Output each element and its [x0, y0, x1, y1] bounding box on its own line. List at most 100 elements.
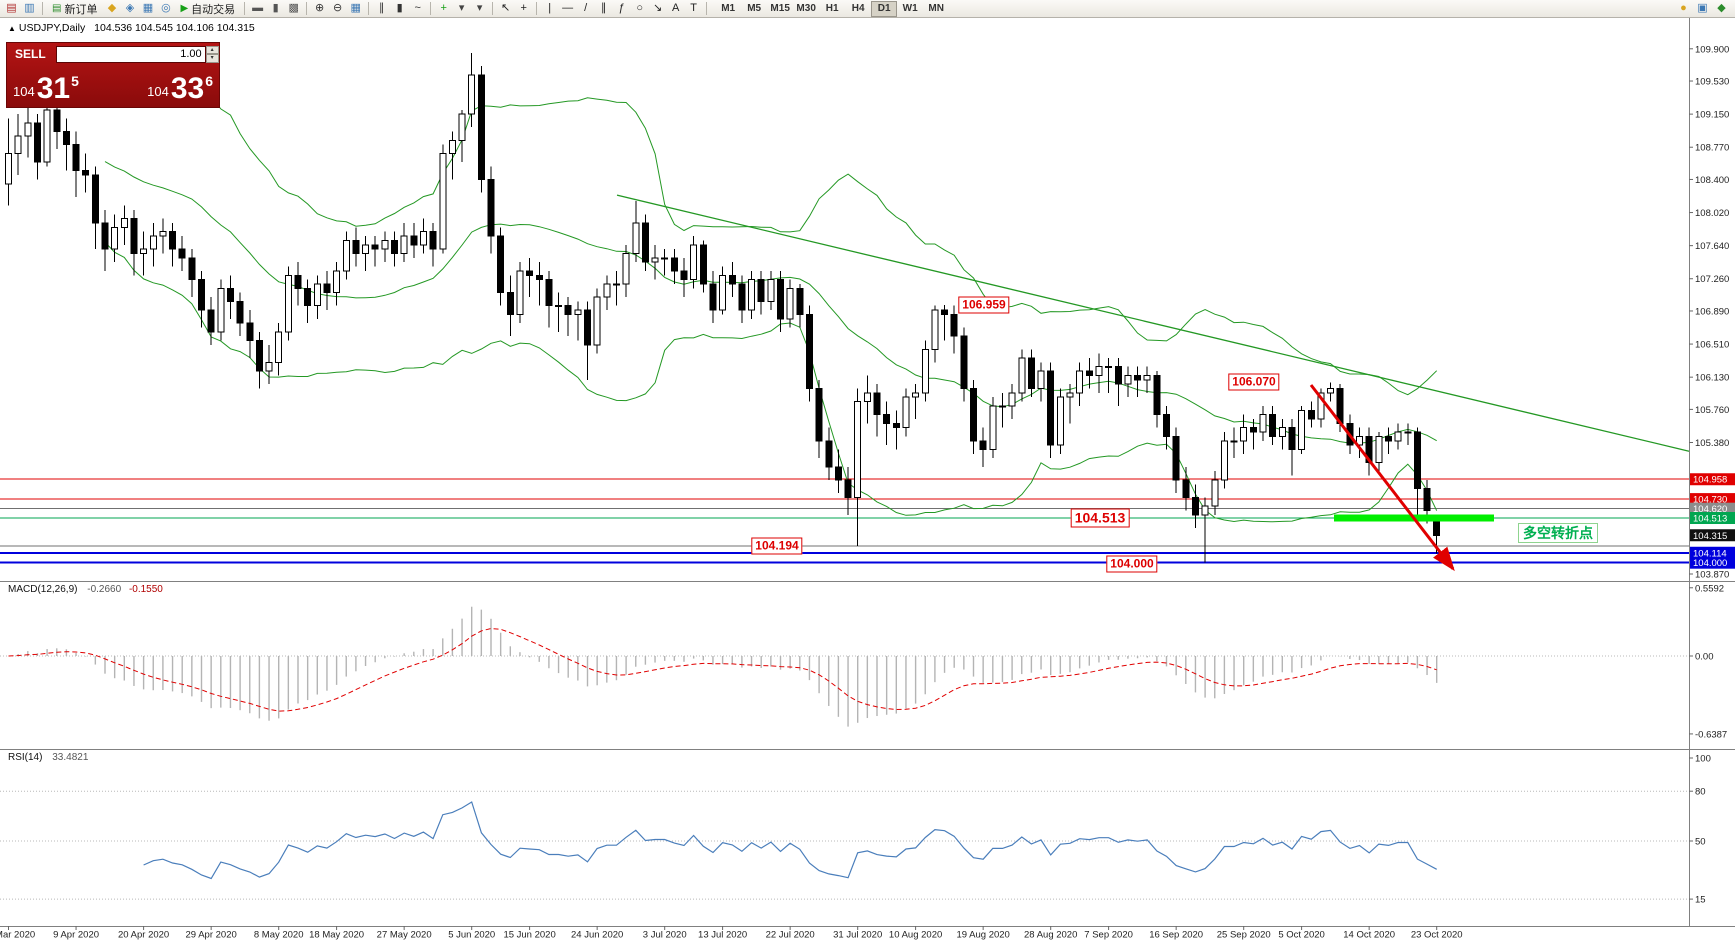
svg-text:31 Jul 2020: 31 Jul 2020 — [833, 930, 882, 941]
svg-text:108.770: 108.770 — [1695, 143, 1729, 154]
crosshair-icon[interactable]: + — [520, 2, 527, 14]
tile-vertical-icon[interactable]: ▮ — [272, 2, 279, 14]
symbol-marker-icon: ▲ — [8, 24, 16, 33]
date-axis[interactable]: 31 Mar 2020 9 Apr 2020 20 Apr 2020 29 Apr 2… — [0, 926, 1463, 941]
text-label-icon[interactable]: T — [690, 2, 698, 14]
vertical-line-icon[interactable]: | — [548, 2, 552, 14]
price-tag-104.730 — [1690, 493, 1735, 506]
tile-windows-icon[interactable]: ▦ — [350, 2, 361, 14]
buy-button[interactable]: BUY — [228, 47, 255, 61]
cascade-windows-icon[interactable]: ▩ — [288, 2, 299, 14]
svg-text:80: 80 — [1695, 787, 1706, 798]
sell-button[interactable]: SELL — [15, 47, 46, 61]
charts-icon[interactable]: ▥ — [24, 2, 35, 14]
sell-price[interactable]: 104 31 5 — [7, 65, 113, 107]
buy-price[interactable]: 104 33 6 — [113, 65, 219, 107]
volume-input[interactable] — [55, 45, 206, 63]
periods-dropdown-icon[interactable]: ▾ — [458, 2, 465, 14]
candlestick-chart-icon[interactable]: ▮ — [396, 2, 403, 14]
price-tag-104.958 — [1690, 473, 1735, 486]
terminal-icon[interactable]: ▦ — [142, 2, 154, 14]
svg-text:14 Oct 2020: 14 Oct 2020 — [1343, 930, 1395, 941]
new-order-icon[interactable]: ▤ — [6, 2, 17, 14]
volume-down-button[interactable]: ▾ — [205, 54, 219, 63]
timeframe-d1-button[interactable]: D1 — [871, 0, 898, 17]
indicators-icon[interactable]: + — [440, 2, 447, 14]
cursor-icon[interactable]: ↖ — [501, 2, 511, 14]
strategy-tester-icon[interactable]: ◎ — [161, 2, 171, 14]
horizontal-line-icon[interactable]: — — [562, 2, 574, 14]
timeframe-m15-button[interactable]: M15 — [770, 2, 790, 14]
price-note-104-000[interactable]: 104.000 — [1106, 555, 1158, 573]
timeframe-m30-button[interactable]: M30 — [796, 2, 816, 14]
svg-text:105.380: 105.380 — [1695, 438, 1729, 449]
autotrade-button[interactable]: ▶ 自动交易 — [175, 1, 240, 16]
autotrade-button-label: 自动交易 — [191, 3, 236, 16]
timeframe-group: M1 M5 M15 M30 H1 H4 D1 W1 MN — [715, 0, 949, 17]
community-icon[interactable]: ◆ — [1717, 2, 1726, 14]
trendline-icon[interactable]: / — [584, 2, 588, 14]
bar-chart-icon[interactable]: ∥ — [378, 2, 385, 14]
templates-dropdown-icon[interactable]: ▾ — [476, 2, 483, 14]
svg-text:10 Aug 2020: 10 Aug 2020 — [889, 930, 942, 941]
macd-name: MACD(12,26,9) — [8, 584, 78, 595]
svg-text:24 Jun 2020: 24 Jun 2020 — [571, 930, 623, 941]
autotrade-button-icon: ▶ — [180, 3, 189, 14]
channel-icon[interactable]: ∥ — [600, 2, 607, 14]
rsi-line — [143, 801, 1437, 880]
svg-text:104.114: 104.114 — [1693, 548, 1727, 559]
line-chart-icon[interactable]: ~ — [414, 2, 421, 14]
sell-price-big: 31 — [36, 72, 71, 105]
timeframe-m1-button[interactable]: M1 — [721, 2, 736, 14]
news-icon[interactable]: ● — [1680, 2, 1687, 14]
price-axis[interactable]: 109.900 109.530 109.150 108.770 108.400 108.0… — [1689, 44, 1735, 581]
price-tag-104.513 — [1690, 512, 1735, 525]
svg-text:108.020: 108.020 — [1695, 208, 1729, 219]
fibonacci-icon[interactable]: ƒ — [618, 2, 625, 14]
navigator-icon[interactable]: ◈ — [125, 2, 135, 14]
svg-text:104.958: 104.958 — [1693, 475, 1727, 486]
sell-price-sup: 5 — [71, 73, 79, 89]
timeframe-mn-button[interactable]: MN — [928, 2, 944, 14]
one-click-trading-panel[interactable]: SELL ▴ ▾ BUY 104 31 5 104 33 6 — [6, 42, 254, 108]
mail-icon[interactable]: ▣ — [1697, 2, 1708, 14]
rsi-value: 33.4821 — [52, 752, 89, 763]
timeframe-h4-button[interactable]: H4 — [851, 2, 865, 14]
svg-text:9 Apr 2020: 9 Apr 2020 — [53, 930, 99, 941]
shapes-icon[interactable]: ○ — [636, 2, 643, 14]
bollinger-lower-band — [104, 241, 1438, 523]
svg-text:3 Jul 2020: 3 Jul 2020 — [643, 930, 687, 941]
price-note-104-513[interactable]: 104.513 — [1070, 508, 1130, 528]
timeframe-m5-button[interactable]: M5 — [747, 2, 762, 14]
svg-text:16 Sep 2020: 16 Sep 2020 — [1149, 930, 1203, 941]
timeframe-h1-button[interactable]: H1 — [825, 2, 839, 14]
price-note-106-959[interactable]: 106.959 — [958, 296, 1010, 314]
descending-trendline[interactable] — [616, 194, 1690, 452]
symbol-ohlc-values: 104.536 104.545 104.106 104.315 — [94, 22, 255, 34]
text-icon[interactable]: A — [671, 2, 680, 14]
svg-text:-0.6387: -0.6387 — [1695, 729, 1727, 740]
new-order-button[interactable]: ▤ 新订单 — [47, 1, 102, 16]
svg-text:104.620: 104.620 — [1693, 504, 1727, 515]
macd-histogram — [17, 606, 1438, 727]
volume-stepper[interactable]: ▴ ▾ — [55, 45, 219, 63]
turning-point-note[interactable]: 多空转折点 — [1518, 523, 1598, 544]
timeframe-w1-button[interactable]: W1 — [902, 2, 918, 14]
price-note-106-070[interactable]: 106.070 — [1228, 373, 1280, 391]
svg-text:106.510: 106.510 — [1695, 340, 1729, 351]
down-arrow[interactable] — [1309, 384, 1455, 572]
svg-text:50: 50 — [1695, 837, 1706, 848]
arrows-icon[interactable]: ↘ — [653, 2, 663, 14]
tile-horizontal-icon[interactable]: ▬ — [252, 2, 264, 14]
zoom-in-icon[interactable]: ⊕ — [315, 2, 325, 14]
zoom-out-icon[interactable]: ⊖ — [333, 2, 343, 14]
horizontal-levels-layer[interactable] — [0, 478, 1689, 564]
svg-text:5 Jun 2020: 5 Jun 2020 — [448, 930, 495, 941]
price-note-104-194[interactable]: 104.194 — [751, 537, 803, 555]
main-toolbar: ▤ ▥ ▤ 新订单 ◆ ◈ ▦ ◎ ▶ 自动交易 ▬ ▮ ▩ ⊕ ⊖ ▦ ∥ ▮ ~ + ▾ ▾ ↖ + | — / ∥ ƒ ○ ↘ A T M1… — [0, 0, 1735, 18]
marketwatch-icon[interactable]: ◆ — [107, 2, 117, 14]
volume-up-button[interactable]: ▴ — [205, 45, 219, 54]
toolbar-separator — [368, 2, 370, 15]
